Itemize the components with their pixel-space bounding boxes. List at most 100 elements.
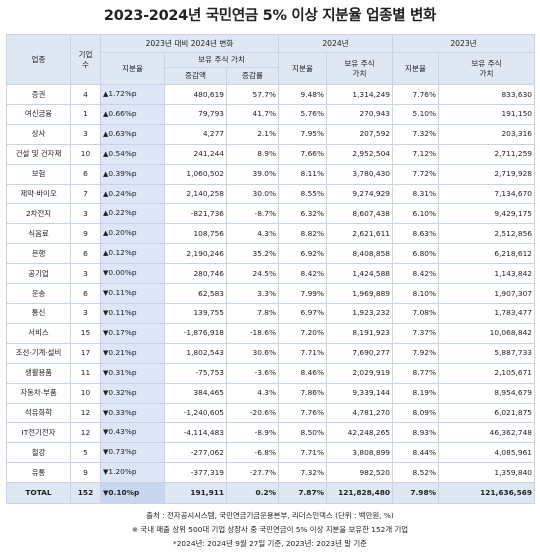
table-body: 증권 4 ▲1.72%p 480,619 57.7% 9.48% 1,314,249 7.76… [6,84,535,505]
industry-cell: 2차전지 [6,203,71,225]
table-row: 보험 6 ▲0.39%p 1,060,502 39.0% 8.11% 3,780,430 7.… [6,163,535,185]
direction-icon: ▼ [103,448,109,457]
change-cell: ▲0.22%p [100,203,165,225]
change-value: 0.39%p [108,168,137,178]
ratio-2023-cell: 7.76% [392,84,439,105]
change-cell: ▼0.31%p [100,362,165,384]
count-cell: 3 [70,263,101,285]
count-cell: 9 [70,223,101,245]
rate-cell: 8.9% [226,143,279,165]
ratio-2023-cell: 7.92% [392,342,439,364]
amount-cell: 384,465 [164,382,227,404]
table-row: 유통 9 ▼1.20%p -377,319 -27.7% 7.32% 982,520 8.52… [6,462,535,484]
table-row: 여신금융 1 ▲0.66%p 79,793 41.7% 5.76% 270,943 5.10%… [6,103,535,125]
change-value: 1.20%p [108,467,137,477]
value-2023-cell: 203,316 [438,123,535,145]
rate-cell: -6.8% [226,442,279,464]
ratio-2024-cell: 6.32% [278,203,327,225]
amount-cell: 480,619 [164,84,227,105]
value-2024-cell: 7,690,277 [326,342,393,364]
count-cell: 11 [70,362,101,384]
change-value: 0.22%p [108,208,137,218]
table-row: 운송 6 ▼0.11%p 62,583 3.3% 7.99% 1,969,889 8.10% 1… [6,283,535,304]
direction-icon: ▲ [103,229,109,238]
change-cell: ▼0.21%p [100,342,165,364]
ratio-2024-cell: 7.71% [278,342,327,364]
direction-icon: ▲ [103,149,109,158]
header-count: 기업 수 [70,34,101,85]
industry-cell: 여신금융 [6,103,71,125]
industry-cell: 제약·바이오 [6,183,71,205]
ratio-2024-cell: 9.48% [278,84,327,105]
direction-icon: ▼ [103,468,109,477]
value-2023-cell: 10,068,842 [438,322,535,344]
ratio-2023-cell: 7.12% [392,143,439,165]
ratio-2023-cell: 8.19% [392,382,439,404]
count-cell: 3 [70,203,101,225]
change-cell: ▼1.20%p [100,462,165,484]
rate-cell: 35.2% [226,243,279,265]
rate-cell: 24.5% [226,263,279,285]
change-value: 0.63%p [108,128,137,138]
rate-cell: 0.2% [226,482,279,505]
value-2023-cell: 9,429,175 [438,203,535,225]
direction-icon: ▼ [103,328,109,337]
value-2024-cell: 2,621,611 [326,223,393,245]
industry-cell: 통신 [6,302,71,324]
industry-cell: 생활용품 [6,362,71,384]
value-2024-cell: 4,781,270 [326,402,393,424]
amount-cell: -1,876,918 [164,322,227,344]
amount-cell: 280,746 [164,263,227,285]
ratio-2023-cell: 7.32% [392,123,439,145]
change-cell: ▼0.33%p [100,402,165,424]
ratio-2024-cell: 5.76% [278,103,327,125]
change-value: 0.73%p [108,447,137,457]
ratio-2023-cell: 8.10% [392,283,439,304]
ratio-2024-cell: 8.11% [278,163,327,185]
count-cell: 10 [70,382,101,404]
change-cell: ▼0.10%p [100,482,165,505]
change-cell: ▲1.72%p [100,84,165,105]
count-cell: 17 [70,342,101,364]
value-2023-cell: 1,143,842 [438,263,535,285]
change-cell: ▼0.17%p [100,322,165,344]
ratio-2024-cell: 6.97% [278,302,327,324]
header-holding-value: 보유 주식 가치 [164,52,279,68]
change-value: 1.72%p [108,89,137,98]
count-cell: 10 [70,143,101,165]
rate-cell: -8.7% [226,203,279,225]
amount-cell: 2,190,246 [164,243,227,265]
count-cell: 5 [70,442,101,464]
amount-cell: 2,140,258 [164,183,227,205]
change-cell: ▼0.11%p [100,302,165,324]
table-row: 자동차·부품 10 ▼0.32%p 384,465 4.3% 7.86% 9,339,144… [6,382,535,404]
industry-cell: 은행 [6,243,71,265]
industry-cell: 석유화학 [6,402,71,424]
header-industry: 업종 [6,34,71,85]
ratio-2023-cell: 7.98% [392,482,439,505]
ratio-2024-cell: 7.87% [278,482,327,505]
rate-cell: 2.1% [226,123,279,145]
table-row: 공기업 3 ▼0.00%p 280,746 24.5% 8.42% 1,424,588 8.4… [6,263,535,285]
industry-cell: IT전기전자 [6,422,71,444]
direction-icon: ▼ [103,428,109,437]
page-title: 2023-2024년 국민연금 5% 이상 지분율 업종별 변화 [103,8,437,24]
ratio-2024-cell: 8.55% [278,183,327,205]
table-row: 건설 및 건자재 10 ▲0.54%p 241,244 8.9% 7.66% 2,952,5… [6,143,535,165]
note-source: 출처 : 전자공시시스템, 국민연금기금운용본부, 리더스인덱스 (단위 : 백… [146,511,394,520]
count-cell: 12 [70,422,101,444]
value-2024-cell: 1,314,249 [326,84,393,105]
industry-cell: 상사 [6,123,71,145]
rate-cell: 7.8% [226,302,279,324]
header-2024: 2024년 [278,34,393,53]
header-change-ratio: 지분율 [100,52,165,85]
change-value: 0.31%p [108,367,137,377]
change-value: 0.17%p [108,327,137,337]
ratio-2023-cell: 6.10% [392,203,439,225]
amount-cell: -1,240,605 [164,402,227,424]
amount-cell: 191,911 [164,482,227,505]
change-cell: ▲0.20%p [100,223,165,245]
ratio-2023-cell: 8.52% [392,462,439,484]
change-cell: ▼0.73%p [100,442,165,464]
value-2024-cell: 9,339,144 [326,382,393,404]
